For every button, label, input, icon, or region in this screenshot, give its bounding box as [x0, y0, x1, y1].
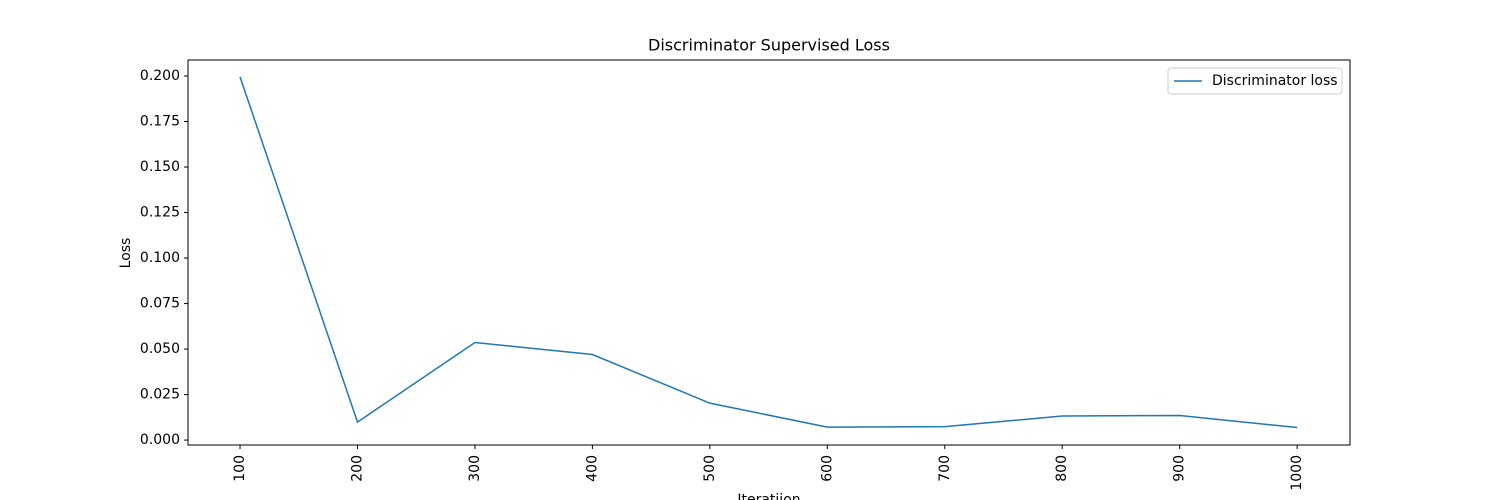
x-tick-label: 100 — [232, 455, 248, 482]
x-tick-label: 1000 — [1289, 455, 1305, 491]
legend-label: Discriminator loss — [1212, 73, 1338, 89]
plot-frame — [187, 59, 1351, 446]
x-tick-label: 700 — [937, 455, 953, 482]
x-tick-label: 500 — [702, 455, 718, 482]
y-tick-label: 0.075 — [140, 296, 180, 312]
y-tick-label: 0.000 — [140, 432, 180, 448]
x-tick-label: 600 — [819, 455, 835, 482]
x-tick-label: 400 — [584, 455, 600, 482]
y-tick-label: 0.150 — [140, 159, 180, 175]
y-tick-label: 0.050 — [140, 341, 180, 357]
x-tick-label: 200 — [349, 455, 365, 482]
y-tick-label: 0.025 — [140, 387, 180, 403]
y-axis-label: Loss — [118, 238, 134, 269]
y-tick-label: 0.125 — [140, 205, 180, 221]
x-axis-label: Iteratiion — [737, 492, 800, 500]
chart-title: Discriminator Supervised Loss — [648, 36, 890, 55]
y-tick-label: 0.100 — [140, 250, 180, 266]
y-tick-label: 0.200 — [140, 68, 180, 84]
x-tick-label: 800 — [1054, 455, 1070, 482]
y-tick-label: 0.175 — [140, 114, 180, 130]
legend-box — [1167, 67, 1343, 95]
x-tick-label: 900 — [1172, 455, 1188, 482]
x-tick-label: 300 — [467, 455, 483, 482]
data-line — [239, 76, 1298, 429]
